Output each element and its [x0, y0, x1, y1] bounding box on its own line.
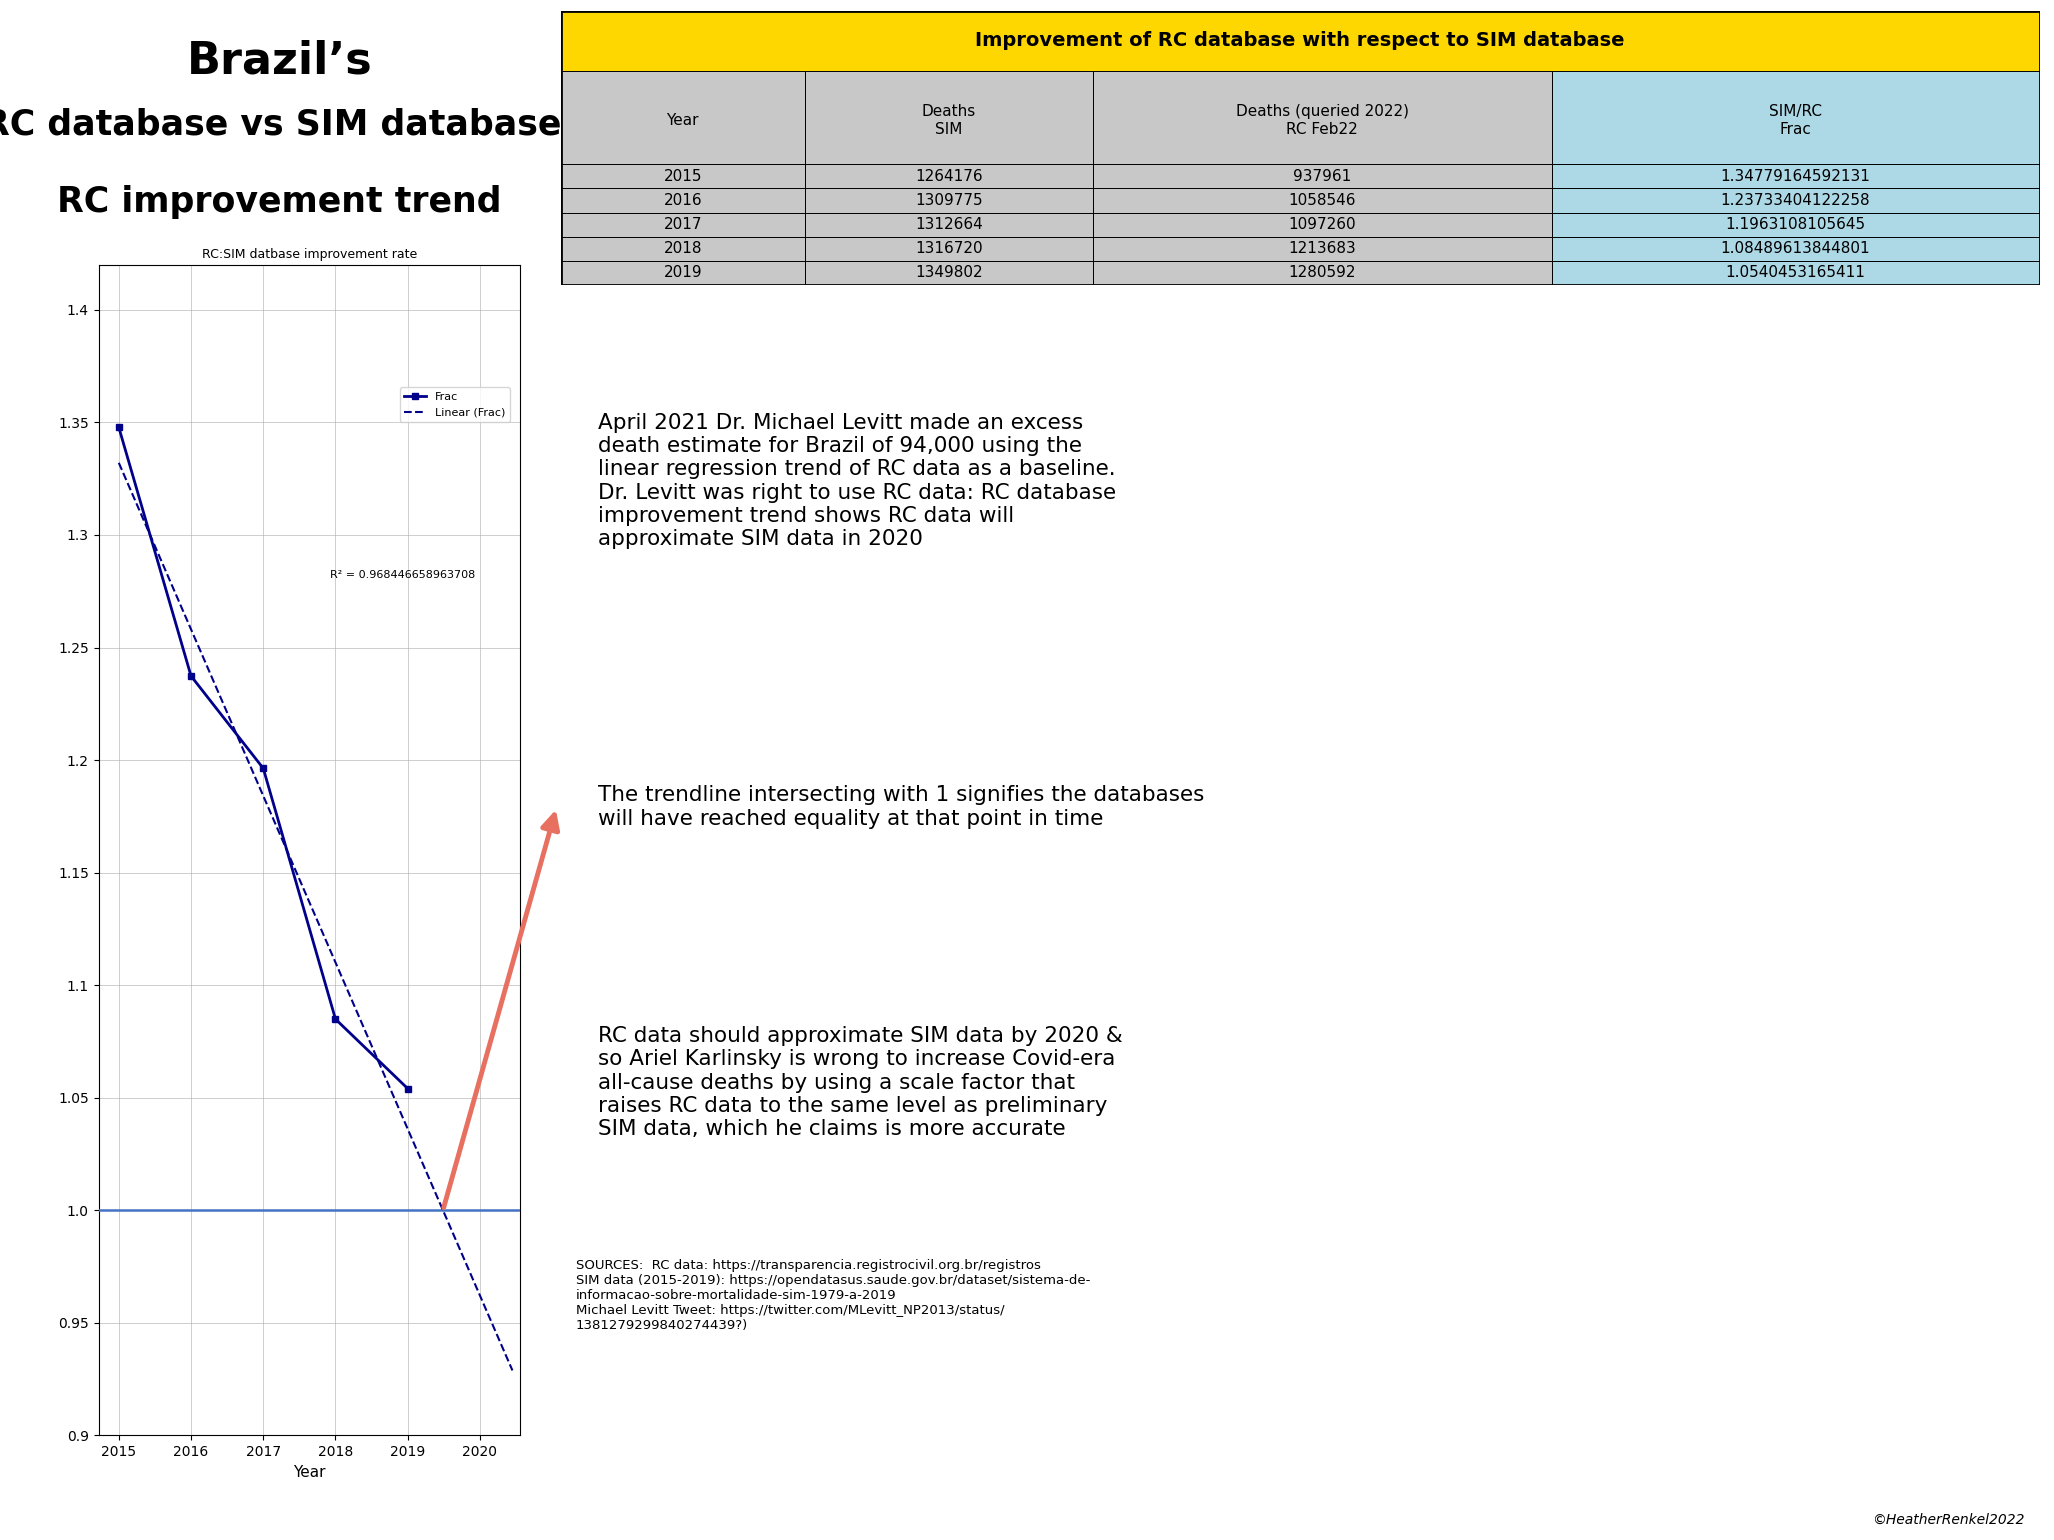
Text: 1058546: 1058546 [1288, 192, 1356, 208]
FancyBboxPatch shape [1093, 188, 1551, 213]
Text: RC data should approximate SIM data by 2020 &
so Ariel Karlinsky is wrong to inc: RC data should approximate SIM data by 2… [598, 1026, 1121, 1140]
FancyBboxPatch shape [1551, 71, 2040, 165]
Text: 2016: 2016 [663, 192, 702, 208]
Text: 2015: 2015 [663, 169, 702, 183]
FancyBboxPatch shape [1551, 165, 2040, 188]
Line: Frac: Frac [115, 424, 411, 1092]
Linear (Frac) [339, 990, 364, 1009]
Frac [322, 1010, 347, 1029]
FancyBboxPatch shape [1551, 260, 2040, 285]
Text: 1.34779164592131: 1.34779164592131 [1721, 169, 1871, 183]
Frac [179, 667, 203, 685]
FancyBboxPatch shape [561, 71, 805, 165]
Title: RC:SIM datbase improvement rate: RC:SIM datbase improvement rate [201, 248, 417, 260]
Text: 1.23733404122258: 1.23733404122258 [1721, 192, 1871, 208]
Text: 2017: 2017 [663, 217, 702, 233]
Text: April 2021 Dr. Michael Levitt made an excess
death estimate for Brazil of 94,000: April 2021 Dr. Michael Levitt made an ex… [598, 413, 1115, 550]
Text: ©HeatherRenkel2022: ©HeatherRenkel2022 [1873, 1512, 2025, 1526]
FancyBboxPatch shape [805, 237, 1093, 260]
Text: Brazil’s: Brazil’s [187, 40, 372, 83]
Frac [251, 759, 275, 778]
Text: 1.0540453165411: 1.0540453165411 [1725, 265, 1865, 280]
Text: 937961: 937961 [1294, 169, 1352, 183]
Linear (Frac) [499, 1361, 524, 1380]
FancyBboxPatch shape [805, 213, 1093, 237]
Text: SIM/RC
Frac: SIM/RC Frac [1768, 105, 1822, 137]
FancyBboxPatch shape [805, 260, 1093, 285]
Text: RC database vs SIM database:: RC database vs SIM database: [0, 108, 575, 142]
Text: 1.1963108105645: 1.1963108105645 [1725, 217, 1865, 233]
FancyBboxPatch shape [805, 165, 1093, 188]
Frac [394, 1080, 419, 1098]
Linear (Frac) [341, 993, 366, 1012]
FancyBboxPatch shape [1093, 213, 1551, 237]
Linear (Frac) [438, 1218, 462, 1237]
FancyBboxPatch shape [1093, 237, 1551, 260]
FancyBboxPatch shape [561, 165, 805, 188]
Linear (Frac) [464, 1277, 489, 1295]
Text: Deaths
SIM: Deaths SIM [922, 105, 976, 137]
Text: 1.08489613844801: 1.08489613844801 [1721, 242, 1871, 256]
FancyBboxPatch shape [805, 188, 1093, 213]
FancyBboxPatch shape [1551, 213, 2040, 237]
Frac [107, 419, 131, 437]
Text: 1312664: 1312664 [916, 217, 982, 233]
Text: 2019: 2019 [663, 265, 702, 280]
Text: RC improvement trend: RC improvement trend [58, 185, 501, 219]
FancyBboxPatch shape [1093, 165, 1551, 188]
Text: The trendline intersecting with 1 signifies the databases
will have reached equa: The trendline intersecting with 1 signif… [598, 785, 1204, 829]
FancyBboxPatch shape [1551, 188, 2040, 213]
Legend: Frac, Linear (Frac): Frac, Linear (Frac) [401, 388, 509, 422]
Linear (Frac) [107, 456, 131, 474]
Text: 1280592: 1280592 [1288, 265, 1356, 280]
FancyBboxPatch shape [1551, 237, 2040, 260]
Text: Deaths (queried 2022)
RC Feb22: Deaths (queried 2022) RC Feb22 [1237, 105, 1409, 137]
Text: 1349802: 1349802 [916, 265, 982, 280]
FancyBboxPatch shape [561, 237, 805, 260]
Linear (Frac) [107, 454, 131, 473]
FancyBboxPatch shape [561, 213, 805, 237]
FancyBboxPatch shape [1093, 71, 1551, 165]
Text: Improvement of RC database with respect to SIM database: Improvement of RC database with respect … [976, 31, 1625, 51]
Text: 1213683: 1213683 [1288, 242, 1356, 256]
FancyBboxPatch shape [1093, 260, 1551, 285]
Text: SOURCES:  RC data: https://transparencia.registrocivil.org.br/registros
SIM data: SOURCES: RC data: https://transparencia.… [575, 1258, 1091, 1332]
Text: R² = 0.968446658963708: R² = 0.968446658963708 [331, 570, 474, 581]
Text: 2018: 2018 [663, 242, 702, 256]
FancyBboxPatch shape [561, 11, 2040, 71]
Text: Year: Year [665, 112, 698, 128]
FancyBboxPatch shape [561, 188, 805, 213]
X-axis label: Year: Year [294, 1465, 325, 1480]
Line: Linear (Frac): Linear (Frac) [119, 464, 511, 1371]
FancyBboxPatch shape [805, 71, 1093, 165]
FancyBboxPatch shape [561, 260, 805, 285]
Text: 1316720: 1316720 [916, 242, 982, 256]
Text: 1309775: 1309775 [916, 192, 982, 208]
Text: 1264176: 1264176 [916, 169, 982, 183]
Linear (Frac) [347, 1009, 372, 1027]
Text: 1097260: 1097260 [1288, 217, 1356, 233]
